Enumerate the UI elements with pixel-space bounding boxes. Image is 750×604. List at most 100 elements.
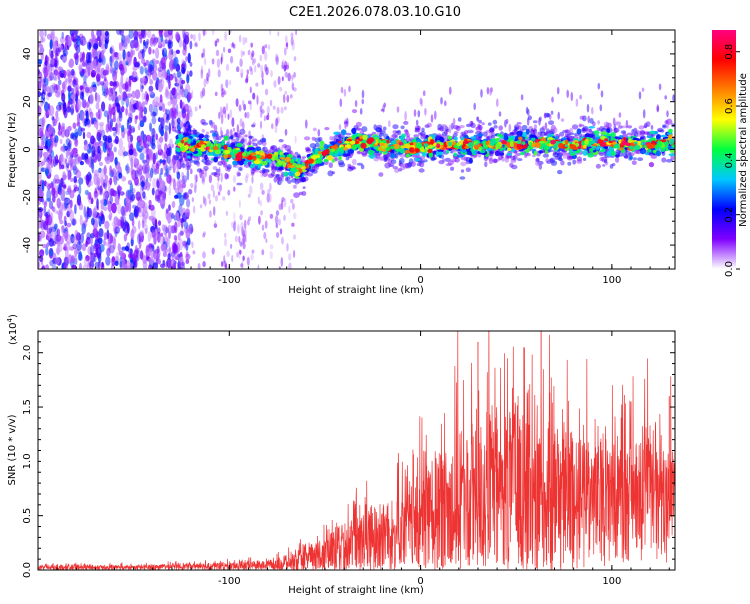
heatmap-cell	[315, 149, 319, 154]
heatmap-cell	[458, 155, 464, 158]
heatmap-cell	[123, 151, 128, 156]
heatmap-cell	[418, 132, 423, 135]
heatmap-cell	[177, 261, 181, 269]
heatmap-cell	[338, 162, 345, 167]
heatmap-cell	[159, 28, 163, 37]
heatmap-cell	[68, 79, 73, 87]
heatmap-cell	[550, 158, 555, 164]
heatmap-cell	[572, 159, 576, 164]
heatmap-cell	[577, 128, 582, 134]
heatmap-cell	[495, 151, 501, 157]
heatmap-cell	[169, 212, 173, 218]
heatmap-cell	[261, 249, 264, 255]
heatmap-cell	[200, 204, 203, 208]
heatmap-cell	[78, 177, 83, 184]
heatmap-cell	[450, 167, 454, 171]
heatmap-cell	[185, 241, 188, 251]
heatmap-cell	[637, 157, 643, 161]
heatmap-cell	[281, 257, 283, 267]
heatmap-cell	[68, 185, 72, 195]
heatmap-cell	[193, 250, 196, 254]
heatmap-cell	[71, 32, 75, 41]
heatmap-cell	[307, 148, 311, 151]
heatmap-cell	[262, 138, 266, 143]
heatmap-cell	[145, 172, 150, 178]
heatmap-cell	[274, 177, 278, 183]
heatmap-cell	[292, 203, 295, 210]
heatmap-cell	[105, 31, 109, 36]
heatmap-cell	[55, 154, 58, 165]
heatmap-cell	[223, 47, 225, 53]
heatmap-cell	[484, 161, 487, 167]
heatmap-cell	[247, 257, 250, 266]
heatmap-cell	[193, 206, 195, 214]
heatmap-cell	[80, 161, 84, 165]
heatmap-cell	[74, 84, 77, 94]
heatmap-cell	[534, 124, 537, 129]
heatmap-cell	[124, 205, 129, 212]
heatmap-cell	[562, 130, 567, 133]
heatmap-cell	[134, 208, 138, 217]
heatmap-cell	[82, 53, 85, 62]
heatmap-cell	[49, 249, 53, 256]
heatmap-cell	[327, 155, 334, 161]
heatmap-cell	[240, 69, 243, 77]
heatmap-cell	[284, 65, 287, 72]
heatmap-cell	[112, 70, 117, 81]
heatmap-cell	[505, 158, 509, 163]
heatmap-cell	[333, 132, 339, 135]
heatmap-cell	[260, 200, 262, 206]
heatmap-cell	[85, 159, 89, 164]
heatmap-cell	[198, 32, 201, 41]
heatmap-cell	[649, 162, 654, 167]
heatmap-cell	[140, 66, 144, 75]
heatmap-cell	[121, 98, 124, 106]
heatmap-cell	[218, 112, 220, 119]
heatmap-cell	[45, 168, 49, 174]
heatmap-cell	[399, 142, 404, 146]
heatmap-cell	[270, 251, 273, 259]
heatmap-cell	[38, 212, 41, 218]
heatmap-cell	[543, 154, 549, 158]
heatmap-cell	[613, 146, 617, 149]
heatmap-cell	[136, 141, 139, 151]
heatmap-cell	[81, 128, 86, 132]
heatmap-cell	[216, 38, 219, 42]
heatmap-cell	[87, 66, 90, 73]
heatmap-cell	[59, 183, 62, 192]
heatmap-cell	[228, 49, 231, 54]
heatmap-cell	[125, 99, 128, 104]
heatmap-cell	[291, 37, 294, 46]
heatmap-cell	[157, 169, 160, 174]
heatmap-cell	[94, 193, 98, 199]
heatmap-cell	[140, 250, 143, 260]
heatmap-cell	[173, 263, 176, 271]
heatmap-cell	[119, 138, 123, 150]
heatmap-cell	[79, 263, 82, 274]
heatmap-cell	[99, 162, 103, 166]
heatmap-cell	[70, 236, 73, 244]
heatmap-cell	[254, 160, 261, 164]
heatmap-cell	[68, 156, 73, 164]
heatmap-cell	[125, 36, 128, 43]
heatmap-cell	[130, 50, 133, 59]
heatmap-cell	[597, 139, 600, 143]
heatmap-cell	[302, 166, 306, 170]
heatmap-cell	[293, 72, 296, 78]
heatmap-cell	[253, 157, 257, 161]
heatmap-cell	[199, 137, 202, 140]
heatmap-cell	[251, 124, 255, 127]
heatmap-cell	[446, 150, 450, 153]
heatmap-cell	[73, 165, 76, 169]
heatmap-cell	[195, 106, 198, 111]
heatmap-cell	[66, 163, 69, 168]
heatmap-cell	[39, 170, 42, 181]
heatmap-cell	[89, 42, 92, 48]
heatmap-cell	[497, 134, 503, 137]
heatmap-cell	[181, 67, 186, 73]
heatmap-cell	[248, 194, 251, 198]
heatmap-cell	[233, 186, 235, 191]
heatmap-cell	[593, 130, 599, 134]
heatmap-cell	[72, 243, 77, 249]
